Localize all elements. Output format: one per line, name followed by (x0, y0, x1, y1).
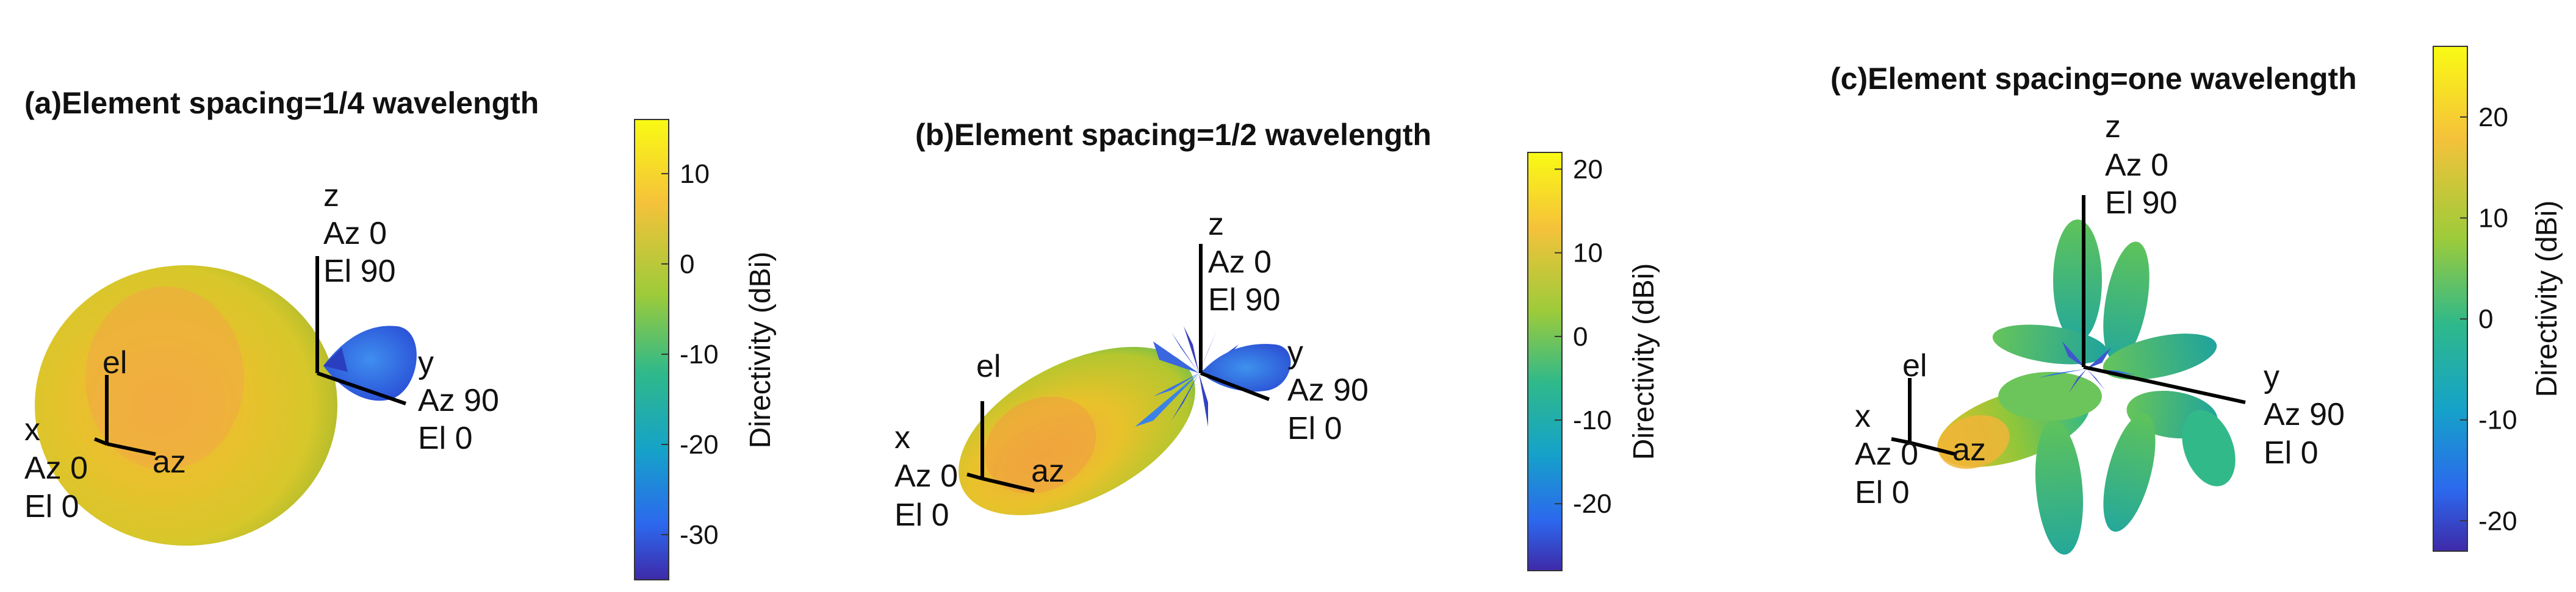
x-label: x (1855, 399, 1871, 434)
y-az-label: Az 90 (1287, 373, 1369, 408)
axes-lines (93, 256, 406, 456)
x-el-label: El 0 (24, 489, 79, 524)
panel-title: (b)Element spacing=1/2 wavelength (915, 118, 1432, 152)
z-label: z (2105, 109, 2121, 144)
y-az-label: Az 90 (2264, 397, 2345, 432)
panel-b: (b)Element spacing=1/2 wavelength (866, 0, 1721, 592)
colorbar-tick-label: 0 (680, 249, 694, 279)
colorbar-tick-label: -20 (2478, 506, 2517, 536)
z-el-label: El 90 (323, 254, 396, 289)
colorbar-gradient (2433, 46, 2468, 552)
y-label: y (2264, 359, 2279, 394)
back-lobe (1201, 344, 1291, 392)
az-label: az (153, 444, 186, 480)
side-lobe (323, 348, 348, 372)
x-az-label: Az 0 (1855, 437, 1918, 472)
el-label: el (103, 345, 127, 380)
colorbar-a: 10 0 -10 -20 -30 Directivity (dBi) (634, 119, 777, 580)
z-az-label: Az 0 (2105, 148, 2168, 183)
x-el-label: El 0 (894, 497, 949, 533)
panel-title: (a)Element spacing=1/4 wavelength (24, 86, 539, 120)
y-label: y (418, 345, 434, 380)
radiation-pattern-a: z Az 0 El 90 y Az 90 El 0 x Az 0 El 0 el… (24, 119, 777, 580)
colorbar-tick-label: 0 (2478, 304, 2493, 334)
x-el-label: El 0 (1855, 475, 1910, 510)
y-label: y (1287, 335, 1303, 370)
x-az-label: Az 0 (894, 458, 958, 494)
z-label: z (1208, 207, 1224, 242)
radiation-pattern-b: z Az 0 El 90 y Az 90 El 0 x Az 0 El 0 el… (894, 152, 1660, 571)
panel-c: (c)Element spacing=one wavelength (1745, 0, 2576, 592)
colorbar-tick-label: 20 (1573, 154, 1603, 184)
el-label: el (976, 349, 1001, 384)
axes-lines (1891, 195, 2246, 456)
main-lobe-highlight (85, 287, 244, 469)
colorbar-tick-label: 20 (2478, 102, 2508, 132)
y-az-label: Az 90 (418, 383, 499, 418)
colorbar-c: 20 10 0 -10 -20 Directivity (dBi) (2433, 46, 2563, 552)
y-el-label: El 0 (418, 421, 473, 456)
colorbar-gradient (1527, 152, 1563, 571)
colorbar-label: Directivity (dBi) (1628, 263, 1660, 460)
colorbar-label: Directivity (dBi) (2531, 201, 2563, 398)
z-el-label: El 90 (1208, 282, 1281, 318)
colorbar-tick-label: -30 (680, 520, 719, 550)
colorbar-tick-label: 0 (1573, 322, 1588, 352)
lobes (1937, 219, 2236, 555)
radiation-pattern-c: z Az 0 El 90 y Az 90 El 0 x Az 0 El 0 el… (1855, 46, 2563, 555)
x-label: x (24, 412, 40, 448)
panel-a: (a)Element spacing=1/4 wavelength (0, 0, 777, 592)
el-label: el (1902, 348, 1927, 383)
y-el-label: El 0 (1287, 411, 1342, 446)
colorbar-tick-label: 10 (2478, 204, 2508, 234)
colorbar-tick-label: 10 (1573, 238, 1603, 268)
x-az-label: Az 0 (24, 451, 88, 486)
z-label: z (323, 178, 339, 213)
colorbar-tick-label: 10 (680, 159, 710, 189)
colorbar-tick-label: -10 (2478, 405, 2517, 435)
z-az-label: Az 0 (1208, 244, 1272, 280)
az-label: az (1952, 432, 1986, 468)
main-lobe-highlight (984, 396, 1096, 494)
y-el-label: El 0 (2264, 435, 2319, 471)
panel-title: (c)Element spacing=one wavelength (1830, 62, 2357, 96)
colorbar-tick-label: -10 (680, 340, 719, 369)
colorbar-tick-label: -10 (1573, 405, 1612, 435)
axes-lines (966, 244, 1270, 493)
z-el-label: El 90 (2105, 185, 2178, 221)
colorbar-tick-label: -20 (1573, 489, 1612, 519)
colorbar-label: Directivity (dBi) (744, 252, 777, 449)
colorbar-tick-label: -20 (680, 430, 719, 460)
x-label: x (894, 420, 910, 455)
az-label: az (1031, 454, 1065, 489)
colorbar-gradient (634, 119, 669, 580)
z-az-label: Az 0 (323, 216, 387, 251)
colorbar-b: 20 10 0 -10 -20 Directivity (dBi) (1527, 152, 1660, 571)
